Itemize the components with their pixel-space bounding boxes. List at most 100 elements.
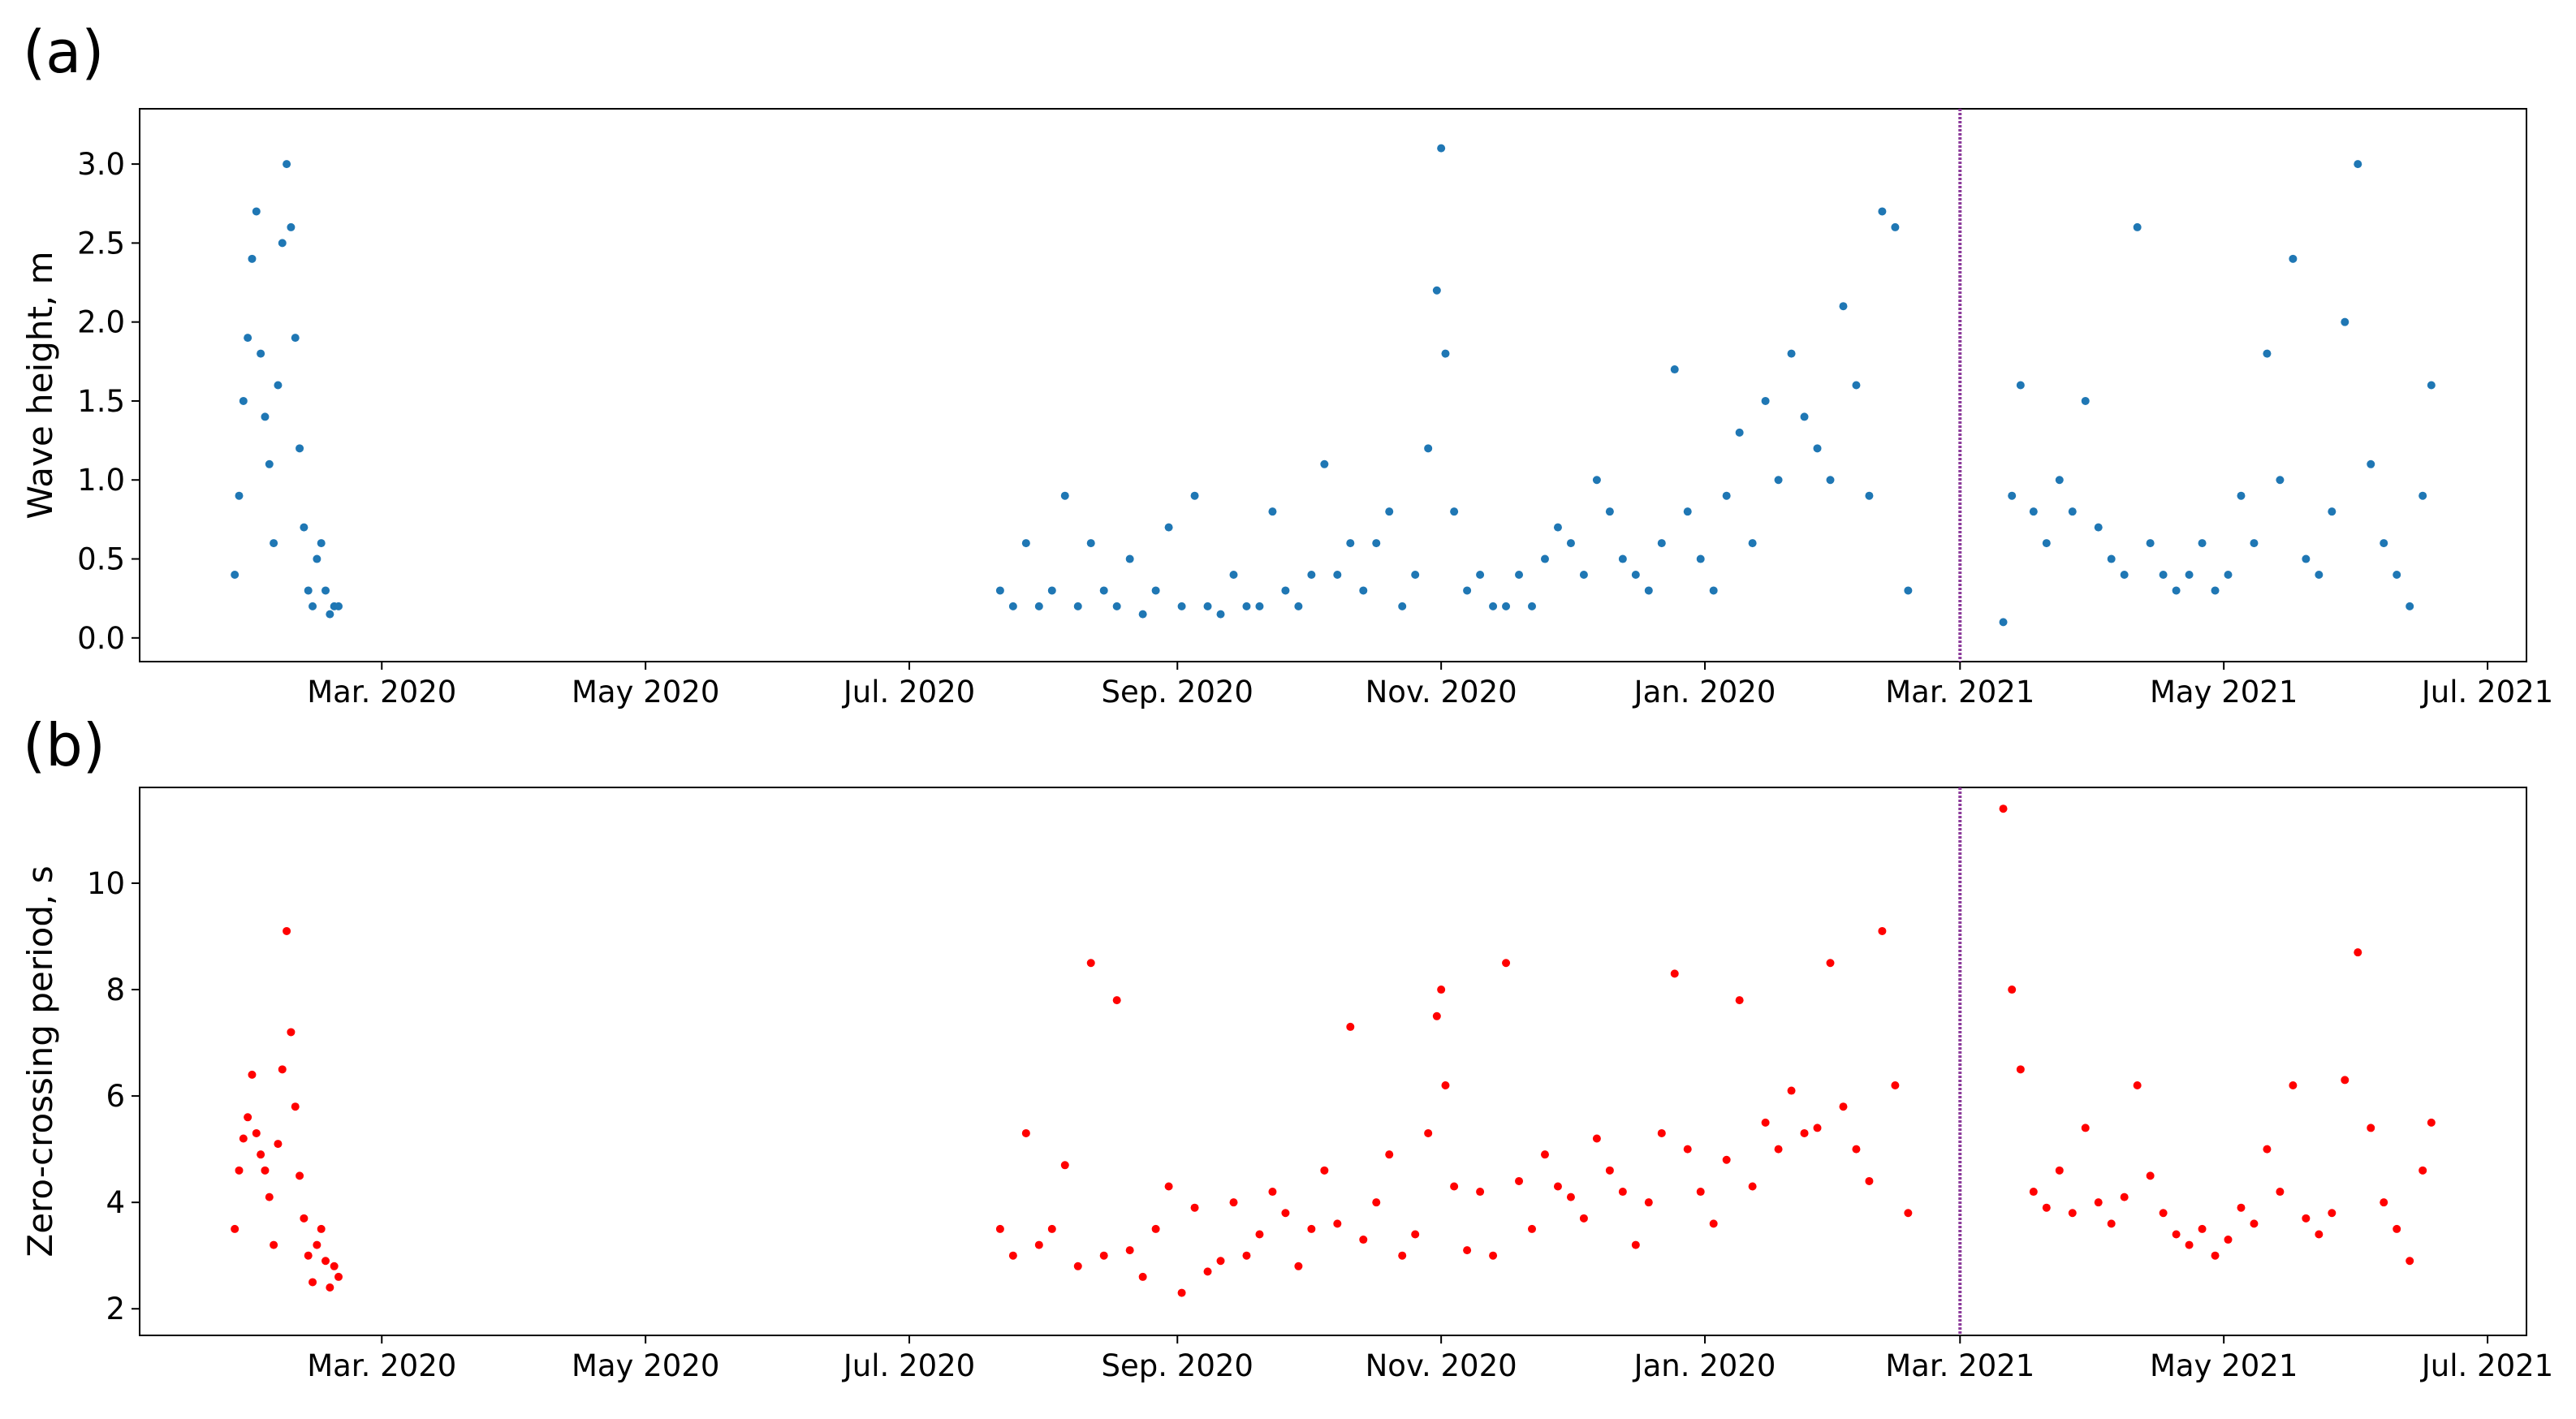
data-point bbox=[2419, 491, 2427, 500]
data-point bbox=[2172, 586, 2181, 595]
data-point bbox=[2250, 539, 2259, 548]
data-point bbox=[1657, 1128, 1666, 1137]
data-point bbox=[2263, 349, 2272, 358]
x-tick-label: May 2020 bbox=[572, 1348, 719, 1383]
data-point bbox=[304, 1251, 313, 1260]
data-point bbox=[1618, 554, 1627, 563]
data-point bbox=[1307, 1224, 1316, 1233]
data-point bbox=[1904, 1209, 1913, 1218]
x-tick-label: May 2021 bbox=[2150, 675, 2298, 710]
data-point bbox=[1999, 804, 2008, 813]
data-point bbox=[1813, 1124, 1822, 1132]
data-point bbox=[1774, 476, 1783, 485]
data-point bbox=[244, 334, 252, 343]
data-point bbox=[1151, 1224, 1160, 1233]
data-point bbox=[270, 539, 278, 548]
data-point bbox=[309, 1278, 317, 1287]
x-tick-label: Jul. 2020 bbox=[842, 675, 975, 710]
data-point bbox=[278, 239, 287, 248]
data-point bbox=[2094, 1198, 2103, 1207]
data-point bbox=[1502, 602, 1511, 610]
data-point bbox=[321, 586, 330, 595]
data-point bbox=[1385, 507, 1394, 516]
data-point bbox=[1878, 926, 1887, 935]
data-point bbox=[2341, 317, 2349, 326]
data-point bbox=[1787, 1086, 1796, 1095]
data-point bbox=[317, 539, 326, 548]
data-point bbox=[1151, 586, 1160, 595]
data-point bbox=[2380, 539, 2388, 548]
data-point bbox=[261, 1166, 270, 1175]
y-tick-label: 2 bbox=[106, 1292, 125, 1326]
data-point bbox=[1566, 539, 1575, 548]
data-point bbox=[1566, 1193, 1575, 1201]
x-tick-label: May 2021 bbox=[2150, 1348, 2298, 1383]
data-point bbox=[2211, 586, 2220, 595]
data-point bbox=[2198, 1224, 2207, 1233]
data-point bbox=[2406, 602, 2414, 610]
data-point bbox=[1112, 996, 1121, 1005]
data-point bbox=[326, 1283, 334, 1292]
data-point bbox=[2159, 1209, 2168, 1218]
data-point bbox=[1839, 302, 1848, 311]
data-point bbox=[2068, 1209, 2077, 1218]
data-point bbox=[1333, 1219, 1342, 1228]
data-point bbox=[2185, 1240, 2194, 1249]
data-point bbox=[2042, 1203, 2051, 1212]
y-tick-label: 0.0 bbox=[77, 621, 125, 656]
data-point bbox=[252, 207, 261, 216]
data-point bbox=[1047, 586, 1056, 595]
x-tick-label: Jul. 2021 bbox=[2420, 675, 2553, 710]
data-point bbox=[1852, 381, 1861, 390]
data-point bbox=[1138, 1272, 1147, 1281]
data-point bbox=[1839, 1102, 1848, 1111]
data-point bbox=[2042, 539, 2051, 548]
data-point bbox=[1553, 523, 1562, 532]
data-point bbox=[1761, 1118, 1770, 1127]
data-point bbox=[1826, 959, 1835, 968]
data-point bbox=[2237, 1203, 2246, 1212]
x-tick-label: Jan. 2020 bbox=[1633, 1348, 1776, 1383]
data-point bbox=[1333, 570, 1342, 579]
data-point bbox=[995, 1224, 1004, 1233]
data-point bbox=[1255, 602, 1264, 610]
data-point bbox=[274, 381, 283, 390]
data-point bbox=[2068, 507, 2077, 516]
data-point bbox=[291, 334, 300, 343]
zero-crossing-period-plot: 2 4 6 8 10 Mar. 2020 May 2020 Jul. 2020 Sep. 202… bbox=[20, 787, 2553, 1383]
data-point bbox=[1229, 1198, 1238, 1207]
data-point bbox=[1268, 1188, 1277, 1197]
data-point bbox=[2354, 948, 2362, 957]
x-tick-label: Mar. 2020 bbox=[307, 1348, 456, 1383]
data-point bbox=[1281, 586, 1290, 595]
data-point bbox=[1424, 1128, 1433, 1137]
data-point bbox=[1411, 570, 1420, 579]
data-point bbox=[1008, 602, 1017, 610]
data-point bbox=[2276, 1188, 2285, 1197]
data-point bbox=[1528, 602, 1536, 610]
data-point bbox=[2120, 1193, 2129, 1201]
data-point bbox=[1164, 523, 1173, 532]
data-point bbox=[1138, 610, 1147, 619]
data-point bbox=[1865, 1176, 1874, 1185]
data-point bbox=[1999, 618, 2008, 627]
data-point bbox=[1592, 1134, 1601, 1143]
data-point bbox=[1437, 986, 1446, 994]
data-point bbox=[1255, 1230, 1264, 1239]
data-point bbox=[1450, 507, 1459, 516]
data-point bbox=[2367, 1124, 2375, 1132]
data-point bbox=[1852, 1145, 1861, 1154]
data-point bbox=[2237, 491, 2246, 500]
data-point bbox=[2094, 523, 2103, 532]
data-point bbox=[1164, 1182, 1173, 1191]
data-point bbox=[1242, 1251, 1251, 1260]
data-point bbox=[1683, 507, 1692, 516]
data-point bbox=[300, 1214, 309, 1223]
data-point bbox=[1190, 491, 1199, 500]
data-point bbox=[257, 349, 265, 358]
data-point bbox=[1605, 1166, 1614, 1175]
data-point bbox=[1463, 1246, 1472, 1255]
y-tick-label: 3.0 bbox=[77, 147, 125, 182]
data-point bbox=[2328, 507, 2337, 516]
data-point bbox=[1748, 539, 1757, 548]
